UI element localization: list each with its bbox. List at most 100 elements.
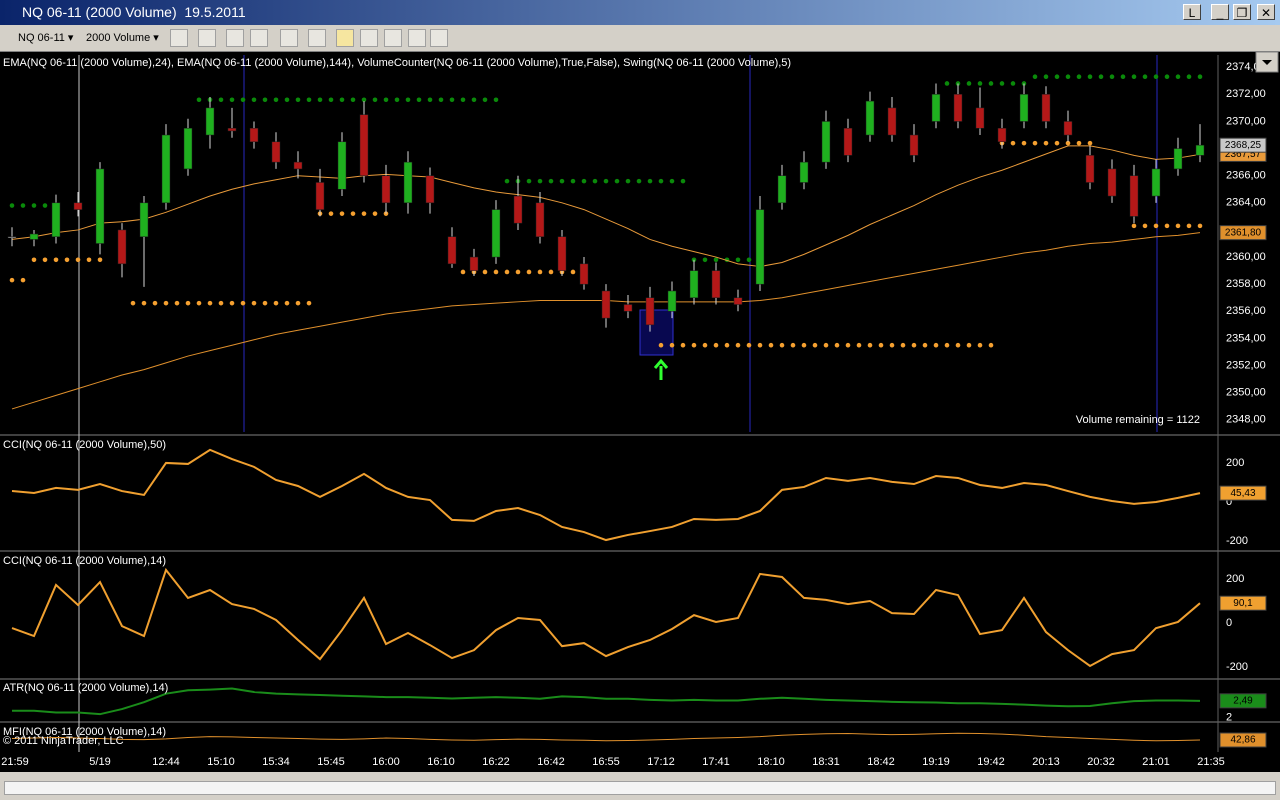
toolbar: NQ 06-11 ▾ 2000 Volume ▾ <box>0 25 1280 52</box>
swing-dot <box>1098 74 1104 79</box>
swing-dot <box>482 269 488 275</box>
status-bar <box>0 772 1280 800</box>
instrument-selector[interactable]: NQ 06-11 ▾ <box>18 32 74 44</box>
candle-body <box>117 229 127 265</box>
candle-body <box>249 127 259 143</box>
candle-body <box>359 114 369 176</box>
zoom-out-button[interactable] <box>250 29 268 47</box>
candle-body <box>95 168 105 244</box>
swing-dot <box>713 342 719 348</box>
swing-dot <box>218 97 224 103</box>
candle-body <box>953 94 963 122</box>
pane-label: EMA(NQ 06-11 (2000 Volume),24), EMA(NQ 0… <box>3 57 791 69</box>
close-button[interactable]: ✕ <box>1257 4 1275 20</box>
x-tick-label: 21:35 <box>1197 756 1225 768</box>
swing-dot <box>427 97 433 103</box>
swing-dot <box>537 178 543 184</box>
swing-dot <box>64 257 70 263</box>
candle-body <box>403 161 413 204</box>
swing-dot <box>295 97 301 103</box>
swing-dot <box>471 97 477 103</box>
y-tick-label: 2354,00 <box>1226 332 1266 344</box>
candle-body <box>887 107 897 136</box>
swing-dot <box>1109 74 1115 79</box>
candle-body <box>645 297 655 326</box>
swing-dot <box>955 81 961 86</box>
candle-body <box>821 121 831 163</box>
data-box-button[interactable] <box>308 29 326 47</box>
swing-dot <box>1010 140 1016 146</box>
candle-body <box>315 182 325 210</box>
candle-body <box>1085 155 1095 183</box>
entry-arrow <box>653 358 669 380</box>
candle-body <box>667 290 677 312</box>
indicators-button[interactable] <box>360 29 378 47</box>
y-tick-label: 2348,00 <box>1226 414 1266 426</box>
candle-body <box>755 209 765 285</box>
candle-body <box>271 141 281 163</box>
swing-dot <box>328 97 334 103</box>
candle-body <box>469 256 479 271</box>
swing-dot <box>251 97 257 103</box>
swing-dot <box>1131 74 1137 79</box>
strategies-button[interactable] <box>384 29 402 47</box>
value-badge-label: 90,1 <box>1233 598 1253 609</box>
swing-dot <box>383 97 389 103</box>
swing-dot <box>306 97 312 103</box>
candle-body <box>909 134 919 156</box>
swing-dot <box>581 178 587 184</box>
y-tick-label: 0 <box>1226 496 1232 508</box>
candle-body <box>557 236 567 271</box>
swing-dot <box>878 342 884 348</box>
restore-button[interactable]: ❐ <box>1233 4 1251 20</box>
chart-style-button[interactable] <box>170 29 188 47</box>
y-tick-label: 2364,00 <box>1226 197 1266 209</box>
swing-dot <box>372 211 378 216</box>
swing-dot <box>570 269 576 275</box>
swing-dot <box>460 269 466 275</box>
candle-body <box>777 175 787 204</box>
swing-dot <box>1164 223 1170 229</box>
indicator-line <box>11 567 1201 668</box>
candle-body <box>337 141 347 190</box>
candle-body <box>535 202 545 237</box>
swing-dot <box>361 211 367 216</box>
minimize-button[interactable]: _ <box>1211 4 1229 20</box>
candle-body <box>7 236 17 238</box>
swing-dot <box>20 277 26 283</box>
swing-dot <box>185 300 191 306</box>
swing-dot <box>9 203 15 208</box>
properties-button[interactable] <box>408 29 426 47</box>
swing-dot <box>1043 140 1049 146</box>
template-button[interactable] <box>430 29 448 47</box>
swing-dot <box>504 269 510 275</box>
plot-marks: EMA(NQ 06-11 (2000 Volume),24), EMA(NQ 0… <box>1 57 1267 768</box>
pane-label: CCI(NQ 06-11 (2000 Volume),14) <box>3 555 166 567</box>
swing-dot <box>1175 223 1181 229</box>
zoom-in-button[interactable] <box>226 29 244 47</box>
candle-body <box>293 161 303 170</box>
chart: EMA(NQ 06-11 (2000 Volume),24), EMA(NQ 0… <box>0 51 1280 768</box>
swing-dot <box>1087 140 1093 146</box>
swing-dot <box>75 257 81 263</box>
swing-dot <box>416 97 422 103</box>
swing-dot <box>1076 140 1082 146</box>
swing-dot <box>1021 140 1027 146</box>
swing-dot <box>669 342 675 348</box>
swing-dot <box>526 178 532 184</box>
candle-body <box>1107 168 1117 197</box>
crosshair-button[interactable] <box>280 29 298 47</box>
swing-dot <box>1032 140 1038 146</box>
link-button[interactable]: L <box>1183 4 1201 20</box>
value-badge <box>1219 137 1267 153</box>
x-tick-label: 18:10 <box>757 756 785 768</box>
horizontal-scrollbar[interactable] <box>4 781 1276 795</box>
draw-button[interactable] <box>198 29 216 47</box>
period-selector[interactable]: 2000 Volume ▾ <box>86 32 159 44</box>
title-bar: NQ 06-11 (2000 Volume) 19.5.2011 L _ ❐ ✕ <box>0 0 1280 25</box>
swing-dot <box>955 342 961 348</box>
swing-dot <box>196 97 202 103</box>
candle-body <box>1173 148 1183 170</box>
bar-button[interactable] <box>336 29 354 47</box>
